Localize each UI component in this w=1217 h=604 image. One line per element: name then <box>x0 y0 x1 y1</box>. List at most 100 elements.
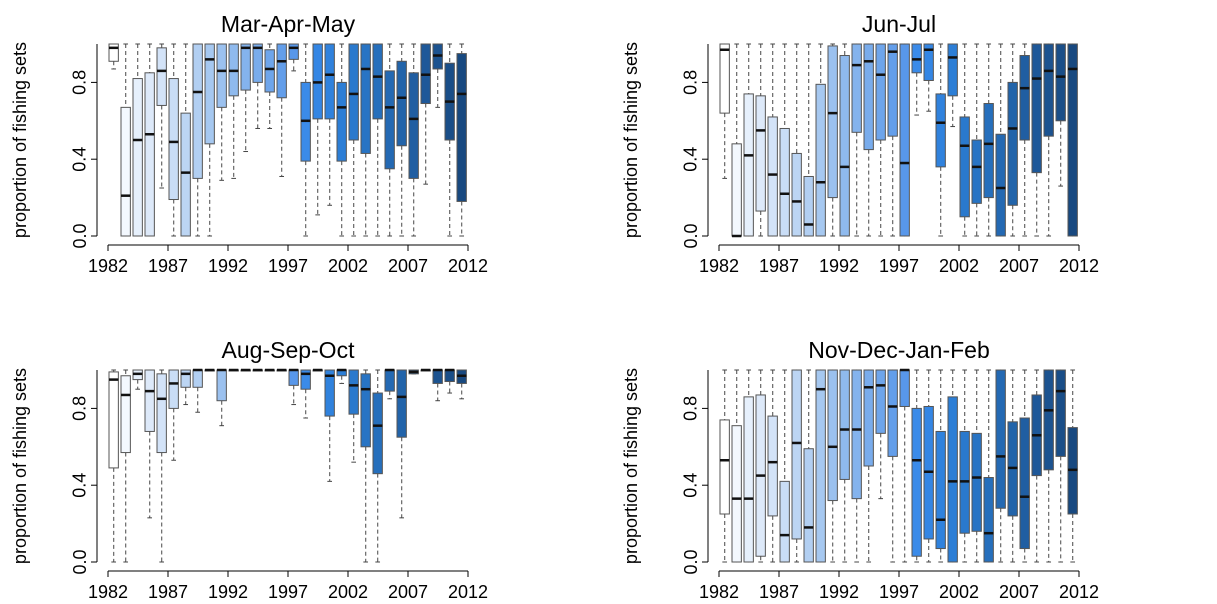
box-2003 <box>360 369 371 563</box>
box-2010 <box>444 368 455 394</box>
box-1982 <box>108 369 119 563</box>
box-2004 <box>983 369 994 563</box>
box-iqr <box>1019 417 1030 550</box>
box-1998 <box>911 369 922 563</box>
box-1984 <box>743 43 754 237</box>
x-tick-label: 1982 <box>699 256 739 276</box>
box-iqr <box>791 369 802 540</box>
box-iqr <box>432 369 443 384</box>
box-1985 <box>144 43 155 237</box>
box-iqr <box>983 477 994 563</box>
x-tick-label: 2007 <box>999 582 1039 602</box>
box-2003 <box>971 43 982 237</box>
box-1984 <box>743 369 754 563</box>
box-iqr <box>1031 43 1042 174</box>
box-iqr <box>192 43 203 179</box>
box-2008 <box>420 43 431 185</box>
x-tick-label: 1987 <box>759 582 799 602</box>
box-iqr <box>396 369 407 438</box>
box-iqr <box>851 43 862 133</box>
box-iqr <box>875 369 886 434</box>
box-1988 <box>791 369 802 563</box>
box-iqr <box>779 480 790 563</box>
box-1983 <box>120 369 131 563</box>
box-2011 <box>456 43 467 237</box>
box-iqr <box>947 396 958 563</box>
y-axis-label: proportion of fishing sets <box>10 42 30 238</box>
box-iqr <box>1007 81 1018 206</box>
box-iqr <box>324 369 335 417</box>
y-tick-label: 0.4 <box>70 147 90 172</box>
box-1993 <box>851 43 862 237</box>
box-1991 <box>827 369 838 563</box>
x-tick-label: 1997 <box>879 256 919 276</box>
box-1987 <box>168 369 179 461</box>
y-tick-label: 0.0 <box>681 223 701 248</box>
box-1982 <box>108 43 119 70</box>
box-2001 <box>947 369 958 563</box>
box-1995 <box>875 43 886 237</box>
box-iqr <box>384 70 395 170</box>
box-1988 <box>180 43 191 237</box>
box-1997 <box>288 368 299 406</box>
box-2000 <box>935 369 946 563</box>
box-1986 <box>767 369 778 563</box>
box-iqr <box>839 55 850 237</box>
box-1988 <box>791 43 802 237</box>
box-1983 <box>731 369 742 563</box>
box-iqr <box>1043 369 1054 471</box>
box-2004 <box>983 43 994 237</box>
box-iqr <box>1019 55 1030 141</box>
box-1992 <box>228 368 239 372</box>
box-iqr <box>743 93 754 237</box>
box-2004 <box>372 43 383 237</box>
box-1992 <box>839 43 850 237</box>
x-tick-label: 1997 <box>268 256 308 276</box>
box-iqr <box>408 72 419 179</box>
x-tick-label: 2012 <box>448 256 488 276</box>
box-iqr <box>887 369 898 457</box>
box-iqr <box>887 43 898 137</box>
box-2003 <box>971 369 982 563</box>
x-tick-label: 2012 <box>1059 256 1099 276</box>
box-2009 <box>1043 43 1054 237</box>
box-iqr <box>456 53 467 202</box>
x-tick-label: 1997 <box>268 582 308 602</box>
box-iqr <box>384 369 395 392</box>
box-iqr <box>767 116 778 237</box>
box-1987 <box>779 43 790 237</box>
box-2001 <box>336 368 347 384</box>
box-1985 <box>755 369 766 563</box>
box-1990 <box>204 43 215 237</box>
box-iqr <box>156 47 167 106</box>
box-iqr <box>300 369 311 390</box>
box-iqr <box>755 95 766 212</box>
box-2006 <box>396 43 407 237</box>
box-1992 <box>839 369 850 563</box>
box-iqr <box>935 93 946 168</box>
box-iqr <box>791 152 802 237</box>
x-tick-label: 1982 <box>88 582 128 602</box>
box-1990 <box>815 43 826 237</box>
x-tick-label: 1982 <box>88 256 128 276</box>
box-2011 <box>456 369 467 400</box>
box-2005 <box>995 43 1006 237</box>
box-iqr <box>144 72 155 237</box>
box-iqr <box>731 143 742 237</box>
box-1983 <box>731 43 742 238</box>
box-2005 <box>995 369 1006 563</box>
box-iqr <box>971 139 982 204</box>
box-iqr <box>264 49 275 93</box>
box-iqr <box>911 407 922 557</box>
box-2009 <box>1043 369 1054 563</box>
box-iqr <box>120 106 131 237</box>
box-iqr <box>1067 43 1078 237</box>
box-iqr <box>827 369 838 502</box>
box-1999 <box>923 369 934 563</box>
box-1990 <box>204 368 215 372</box>
y-tick-label: 0.0 <box>70 549 90 574</box>
box-iqr <box>863 43 874 151</box>
box-iqr <box>731 425 742 563</box>
box-iqr <box>144 369 155 432</box>
